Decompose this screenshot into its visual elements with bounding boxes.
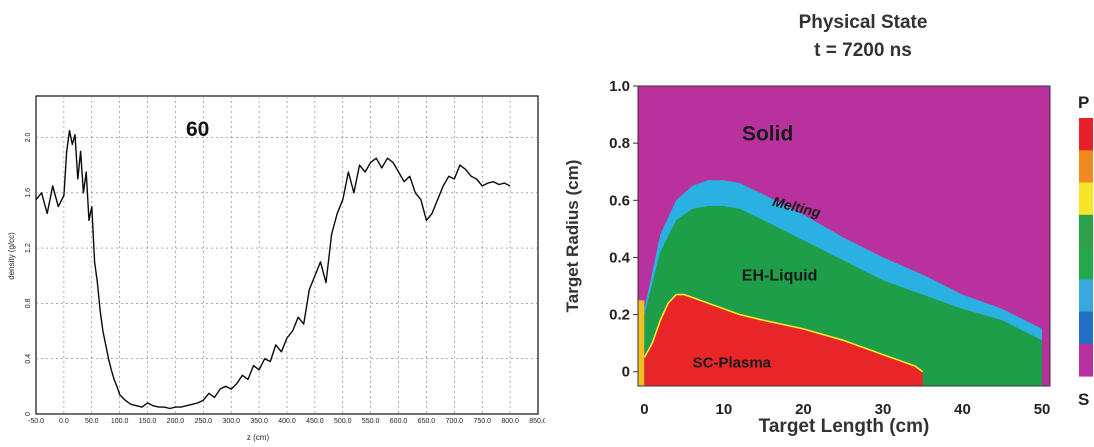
density-x-tick-label: 0.0 bbox=[59, 418, 69, 425]
density-x-axis-label: z (cm) bbox=[247, 433, 270, 442]
colorbar-top-label: P bbox=[1078, 93, 1089, 112]
colorbar-bottom-label: S bbox=[1078, 390, 1089, 409]
region-label-eh-liquid: EH-Liquid bbox=[742, 267, 818, 284]
density-x-tick-label: 100.0 bbox=[111, 418, 129, 425]
colorbar-segment bbox=[1079, 279, 1093, 313]
density-series-line bbox=[35, 129, 511, 410]
physical-state-chart-panel: Physical State t = 7200 ns 0 10 20 30 40 50 0… bbox=[548, 0, 1094, 442]
density-grid bbox=[36, 96, 538, 414]
y-tick-label: 1.0 bbox=[609, 78, 630, 95]
x-tick-label: 0 bbox=[640, 401, 648, 418]
physical-state-subtitle: t = 7200 ns bbox=[814, 40, 912, 61]
density-chart: -50.0 0.0 50.0 100.0 150.0 200.0 250.0 300.0 350… bbox=[7, 95, 547, 442]
y-tick-label: 0.6 bbox=[609, 192, 630, 209]
density-x-tick-label: 850.0 bbox=[529, 418, 545, 425]
region-sc-plasma bbox=[644, 294, 923, 386]
density-y-tick-label: 1.2 bbox=[25, 243, 32, 253]
density-y-ticks: 0 0.4 0.8 1.2 1.6 2.0 bbox=[25, 133, 32, 416]
region-label-solid: Solid bbox=[742, 122, 793, 145]
density-x-tick-label: 450.0 bbox=[306, 418, 324, 425]
density-x-tick-label: 600.0 bbox=[390, 418, 408, 425]
density-y-axis-label: density (g/cc) bbox=[7, 232, 16, 280]
physical-state-y-ticks: 0 0.2 0.4 0.6 0.8 1.0 bbox=[609, 78, 638, 381]
colorbar-segment bbox=[1079, 150, 1093, 184]
x-tick-label: 20 bbox=[795, 401, 812, 418]
density-series bbox=[35, 129, 511, 410]
physical-state-regions bbox=[638, 86, 1050, 386]
density-chart-panel: -50.0 0.0 50.0 100.0 150.0 200.0 250.0 300.0 350… bbox=[0, 0, 547, 442]
colorbar-segment bbox=[1079, 214, 1093, 248]
density-y-tick-label: 2.0 bbox=[25, 133, 32, 143]
physical-state-chart: Physical State t = 7200 ns 0 10 20 30 40 50 0… bbox=[563, 12, 1093, 437]
density-chart-title: 60 bbox=[186, 118, 209, 141]
density-x-tick-label: 500.0 bbox=[334, 418, 352, 425]
density-x-tick-label: 200.0 bbox=[167, 418, 185, 425]
x-tick-label: 10 bbox=[716, 401, 733, 418]
region-label-sc-plasma: SC-Plasma bbox=[693, 354, 772, 371]
density-y-tick-label: 0.4 bbox=[25, 354, 32, 364]
x-tick-label: 30 bbox=[875, 401, 892, 418]
density-x-ticks: -50.0 0.0 50.0 100.0 150.0 200.0 250.0 300.0 350… bbox=[28, 418, 547, 425]
physical-state-title: Physical State bbox=[799, 12, 928, 33]
colorbar-segment bbox=[1079, 182, 1093, 216]
density-x-tick-label: -50.0 bbox=[28, 418, 44, 425]
density-x-tick-label: 150.0 bbox=[139, 418, 157, 425]
y-tick-label: 0 bbox=[622, 364, 630, 381]
physical-state-y-axis-label: Target Radius (cm) bbox=[563, 160, 582, 313]
density-x-tick-label: 750.0 bbox=[473, 418, 491, 425]
colorbar-segment bbox=[1079, 343, 1093, 377]
y-tick-label: 0.2 bbox=[609, 307, 630, 324]
colorbar-segment bbox=[1079, 311, 1093, 345]
physical-state-x-axis-label: Target Length (cm) bbox=[759, 416, 930, 437]
density-x-tick-label: 650.0 bbox=[418, 418, 436, 425]
density-x-tick-label: 700.0 bbox=[446, 418, 464, 425]
density-x-tick-label: 50.0 bbox=[85, 418, 99, 425]
density-y-tick-label: 0 bbox=[25, 412, 32, 416]
state-colorbar bbox=[1079, 118, 1093, 377]
x-tick-label: 50 bbox=[1034, 401, 1051, 418]
density-x-tick-label: 400.0 bbox=[278, 418, 296, 425]
y-tick-label: 0.4 bbox=[609, 249, 631, 266]
physical-state-x-ticks: 0 10 20 30 40 50 bbox=[640, 401, 1050, 418]
x-tick-label: 40 bbox=[954, 401, 971, 418]
sc-plasma-boundary bbox=[643, 293, 924, 373]
colorbar-segment bbox=[1079, 247, 1093, 280]
y-tick-label: 0.8 bbox=[609, 135, 630, 152]
density-y-tick-label: 0.8 bbox=[25, 298, 32, 308]
density-x-tick-label: 250.0 bbox=[195, 418, 213, 425]
density-y-tick-label: 1.6 bbox=[25, 188, 32, 198]
density-x-tick-label: 300.0 bbox=[222, 418, 240, 425]
physical-state-plot-frame bbox=[637, 85, 1051, 387]
density-x-tick-label: 800.0 bbox=[501, 418, 519, 425]
density-x-tick-label: 550.0 bbox=[362, 418, 380, 425]
density-x-tick-label: 350.0 bbox=[250, 418, 268, 425]
region-edge-strip bbox=[638, 300, 645, 386]
colorbar-segment bbox=[1079, 118, 1093, 151]
